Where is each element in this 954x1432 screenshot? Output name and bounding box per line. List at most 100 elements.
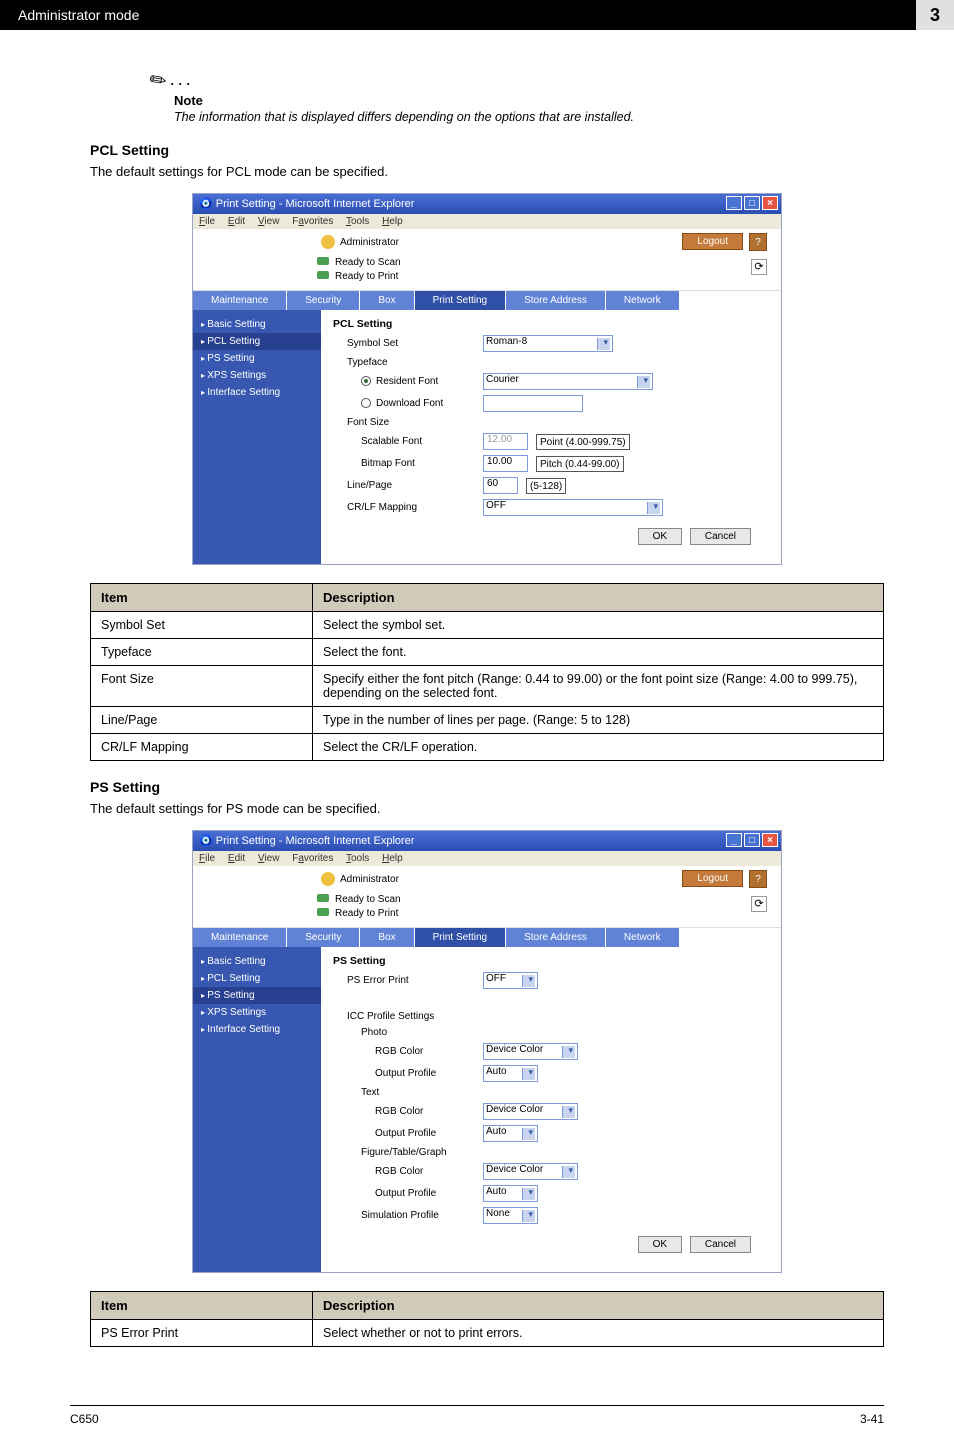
bitmap-hint: Pitch (0.44-99.00) [536,456,624,472]
resident-radio[interactable] [361,376,371,386]
photo-out-select[interactable]: Auto [483,1065,538,1082]
printer-icon [317,271,329,279]
browser-menu: File Edit View Favorites Tools Help [193,214,781,229]
nav-ps-setting[interactable]: PS Setting [193,987,321,1004]
chapter-number: 3 [916,0,954,30]
table-row: Font SizeSpecify either the font pitch (… [91,666,884,707]
lbl-text-rgb: RGB Color [333,1106,483,1117]
pserr-select[interactable]: OFF [483,972,538,989]
logout-button[interactable]: Logout [682,870,743,887]
lbl-pserr: PS Error Print [333,975,483,986]
help-button[interactable]: ? [749,870,767,888]
table-cell: Select the CR/LF operation. [313,734,884,761]
tab-network[interactable]: Network [606,928,679,947]
text-rgb-select[interactable]: Device Color [483,1103,578,1120]
form-area: PCL Setting Symbol Set Roman-8 Typeface … [321,310,781,564]
menu-help[interactable]: Help [382,216,403,227]
table-cell: Symbol Set [91,612,313,639]
menu-edit[interactable]: Edit [228,853,245,864]
app-header: Administrator Logout ? ⟳ Ready to Scan R… [193,866,781,928]
ok-button[interactable]: OK [638,528,682,545]
menu-tools[interactable]: Tools [346,853,369,864]
window-titlebar: 🧿 Print Setting - Microsoft Internet Exp… [193,831,781,851]
nav-interface-setting[interactable]: Interface Setting [193,384,321,401]
nav-basic-setting[interactable]: Basic Setting [193,316,321,333]
nav-pcl-setting[interactable]: PCL Setting [193,970,321,987]
ie-logo-icon: 🧿 [199,835,213,847]
lbl-symbolset: Symbol Set [333,338,483,349]
tab-print-setting[interactable]: Print Setting [415,291,505,310]
tab-maintenance[interactable]: Maintenance [193,928,286,947]
crlf-select[interactable]: OFF [483,499,663,516]
tab-security[interactable]: Security [287,928,359,947]
lbl-photo: Photo [333,1027,483,1038]
bitmap-input[interactable]: 10.00 [483,455,528,472]
lbl-photo-out: Output Profile [333,1068,483,1079]
ftg-out-select[interactable]: Auto [483,1185,538,1202]
menu-tools[interactable]: Tools [346,216,369,227]
page-header: Administrator mode 3 [0,0,954,30]
tab-maintenance[interactable]: Maintenance [193,291,286,310]
table-cell: Select the font. [313,639,884,666]
menu-favorites[interactable]: Favorites [292,216,333,227]
text-out-select[interactable]: Auto [483,1125,538,1142]
col-header: Item [91,1292,313,1320]
ftg-rgb-select[interactable]: Device Color [483,1163,578,1180]
menu-help[interactable]: Help [382,853,403,864]
admin-label: Administrator [340,874,399,885]
refresh-button[interactable]: ⟳ [751,896,767,912]
tab-box[interactable]: Box [360,928,413,947]
table-cell: Line/Page [91,707,313,734]
scalable-input[interactable]: 12.00 [483,433,528,450]
nav-pcl-setting[interactable]: PCL Setting [193,333,321,350]
menu-view[interactable]: View [258,216,280,227]
menu-view[interactable]: View [258,853,280,864]
logout-button[interactable]: Logout [682,233,743,250]
footer-model: C650 [70,1412,99,1426]
nav-basic-setting[interactable]: Basic Setting [193,953,321,970]
menu-file[interactable]: File [199,853,215,864]
help-button[interactable]: ? [749,233,767,251]
menu-file[interactable]: File [199,216,215,227]
close-button[interactable]: × [762,833,778,847]
footer-page: 3-41 [860,1412,884,1426]
ps-heading: PS Setting [90,779,884,795]
linepage-input[interactable]: 60 [483,477,518,494]
tab-store-address[interactable]: Store Address [506,928,605,947]
cancel-button[interactable]: Cancel [690,1236,751,1253]
nav-ps-setting[interactable]: PS Setting [193,350,321,367]
tab-print-setting[interactable]: Print Setting [415,928,505,947]
tab-network[interactable]: Network [606,291,679,310]
form-title: PCL Setting [333,318,769,330]
tab-bar: MaintenanceSecurityBoxPrint SettingStore… [193,928,781,947]
close-button[interactable]: × [762,196,778,210]
nav-xps-settings[interactable]: XPS Settings [193,1004,321,1021]
tab-bar: MaintenanceSecurityBoxPrint SettingStore… [193,291,781,310]
maximize-button[interactable]: □ [744,196,760,210]
download-select[interactable] [483,395,583,412]
nav-interface-setting[interactable]: Interface Setting [193,1021,321,1038]
minimize-button[interactable]: _ [726,833,742,847]
download-radio[interactable] [361,398,371,408]
minimize-button[interactable]: _ [726,196,742,210]
tab-box[interactable]: Box [360,291,413,310]
lbl-bitmap: Bitmap Font [333,458,483,469]
sim-select[interactable]: None [483,1207,538,1224]
symbolset-select[interactable]: Roman-8 [483,335,613,352]
tab-store-address[interactable]: Store Address [506,291,605,310]
maximize-button[interactable]: □ [744,833,760,847]
menu-edit[interactable]: Edit [228,216,245,227]
ok-button[interactable]: OK [638,1236,682,1253]
photo-rgb-select[interactable]: Device Color [483,1043,578,1060]
pcl-table: ItemDescriptionSymbol SetSelect the symb… [90,583,884,761]
lbl-text: Text [333,1087,483,1098]
tab-security[interactable]: Security [287,291,359,310]
nav-xps-settings[interactable]: XPS Settings [193,367,321,384]
table-cell: Typeface [91,639,313,666]
menu-favorites[interactable]: Favorites [292,853,333,864]
cancel-button[interactable]: Cancel [690,528,751,545]
resident-select[interactable]: Courier [483,373,653,390]
user-icon [321,235,335,249]
app-header: Administrator Logout ? ⟳ Ready to Scan R… [193,229,781,291]
refresh-button[interactable]: ⟳ [751,259,767,275]
